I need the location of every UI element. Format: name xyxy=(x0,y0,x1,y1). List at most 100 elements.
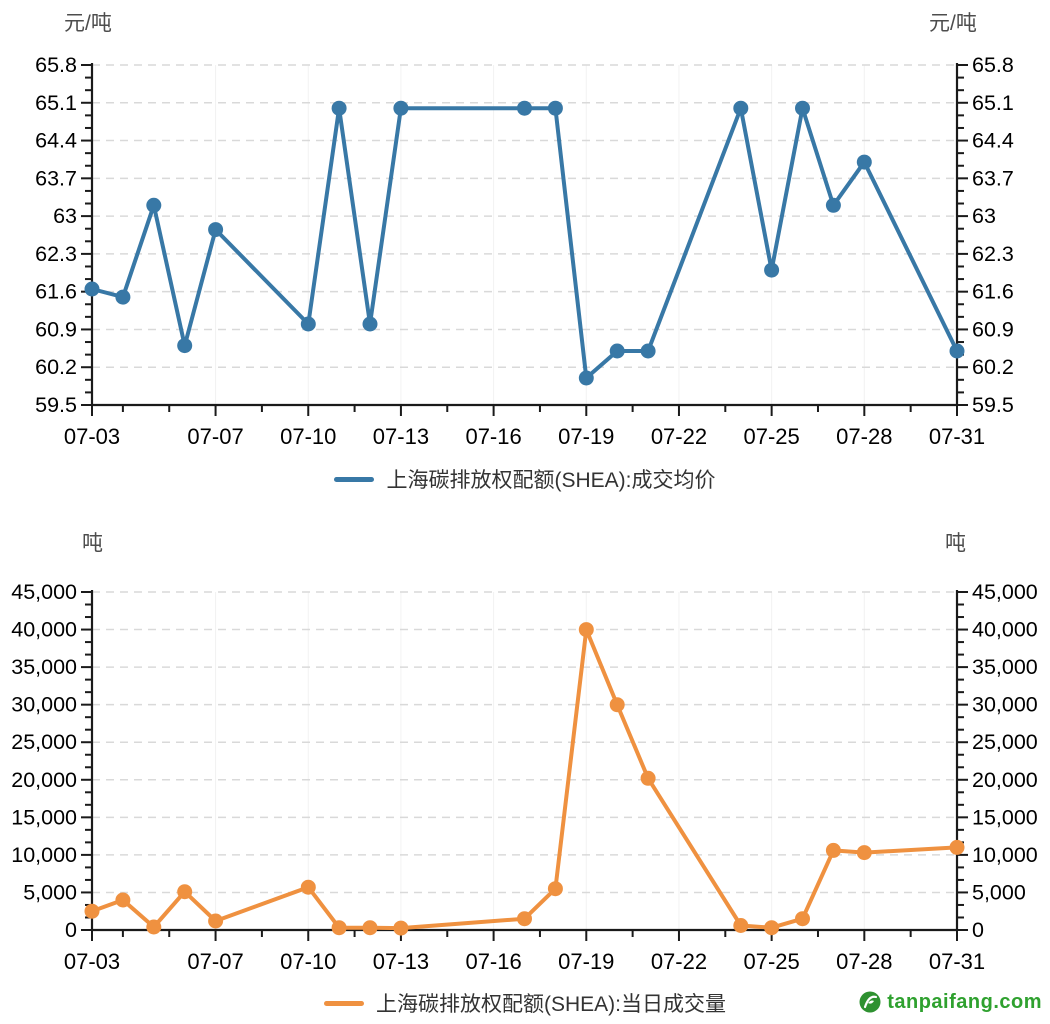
volume-unit-left: 吨 xyxy=(82,532,103,555)
data-point xyxy=(609,697,625,713)
data-point xyxy=(300,316,316,332)
y-axis-label-right: 63.7 xyxy=(972,166,1014,190)
y-axis-label-left: 40,000 xyxy=(11,618,77,642)
data-point xyxy=(362,920,378,936)
y-axis-label-right: 64.4 xyxy=(972,129,1014,153)
y-axis-label-left: 60.9 xyxy=(35,317,77,341)
data-point xyxy=(177,338,193,354)
y-axis-label-left: 65.8 xyxy=(35,53,77,77)
data-point xyxy=(795,911,810,927)
y-axis-label-left: 62.3 xyxy=(35,242,77,266)
y-axis-label-right: 25,000 xyxy=(972,730,1038,754)
x-axis-label: 07-31 xyxy=(929,949,985,974)
data-point xyxy=(825,197,841,213)
price-unit-left: 元/吨 xyxy=(64,12,112,35)
y-axis-label-right: 35,000 xyxy=(972,655,1038,679)
y-axis-label-right: 65.8 xyxy=(972,53,1014,77)
data-point xyxy=(84,281,100,297)
x-axis-label: 07-10 xyxy=(280,949,336,974)
y-axis-label-left: 35,000 xyxy=(11,655,77,679)
y-axis-label-left: 61.6 xyxy=(35,280,77,304)
data-point xyxy=(733,100,749,116)
data-point xyxy=(795,100,810,116)
y-axis-label-left: 45,000 xyxy=(11,580,77,604)
x-axis-label: 07-28 xyxy=(836,949,892,974)
price-legend: 上海碳排放权配额(SHEA):成交均价 xyxy=(0,464,1050,494)
x-axis-label: 07-22 xyxy=(651,424,707,449)
y-axis-label-right: 45,000 xyxy=(972,580,1038,604)
y-axis-label-left: 5,000 xyxy=(23,880,77,904)
data-point xyxy=(609,343,625,359)
data-point xyxy=(517,100,532,116)
y-axis-label-left: 65.1 xyxy=(35,91,77,115)
y-axis-label-left: 30,000 xyxy=(11,693,77,717)
x-axis-label: 07-19 xyxy=(558,949,614,974)
data-point xyxy=(331,920,347,936)
data-point xyxy=(640,343,656,359)
x-axis-label: 07-28 xyxy=(836,424,892,449)
data-point xyxy=(362,316,378,332)
y-axis-label-right: 10,000 xyxy=(972,843,1038,867)
x-axis-label: 07-03 xyxy=(64,424,120,449)
y-axis-label-right: 65.1 xyxy=(972,91,1014,115)
data-point xyxy=(208,222,224,238)
y-axis-label-left: 60.2 xyxy=(35,355,77,379)
y-axis-label-right: 60.2 xyxy=(972,355,1014,379)
y-axis-label-left: 59.5 xyxy=(35,393,77,417)
y-axis-label-right: 61.6 xyxy=(972,280,1014,304)
data-point xyxy=(764,920,780,936)
data-point xyxy=(764,262,780,278)
data-point xyxy=(393,920,409,936)
y-axis-label-right: 0 xyxy=(972,918,984,942)
x-axis-label: 07-31 xyxy=(929,424,985,449)
price-unit-right: 元/吨 xyxy=(929,12,977,35)
x-axis-label: 07-16 xyxy=(465,949,521,974)
x-axis-label: 07-13 xyxy=(373,949,429,974)
price-legend-label: 上海碳排放权配额(SHEA):成交均价 xyxy=(386,469,716,492)
data-point xyxy=(146,919,162,935)
y-axis-label-right: 15,000 xyxy=(972,805,1038,829)
x-axis-label: 07-13 xyxy=(373,424,429,449)
y-axis-label-left: 10,000 xyxy=(11,843,77,867)
data-point xyxy=(949,839,965,855)
data-point xyxy=(547,881,563,897)
price-legend-swatch xyxy=(334,476,375,482)
volume-line-chart: 45,000 45,000 40,000 40,000 35,000 35,000 30,0… xyxy=(11,580,1038,974)
x-axis-label: 07-16 xyxy=(465,424,521,449)
x-axis-label: 07-22 xyxy=(651,949,707,974)
site-logo: tanpaifang.com xyxy=(859,988,1042,1016)
y-axis-label-right: 63 xyxy=(972,204,996,228)
logo-text: tanpaifang.com xyxy=(887,990,1042,1013)
data-point xyxy=(146,197,162,213)
data-point xyxy=(115,892,131,908)
data-point xyxy=(578,370,594,386)
y-axis-label-right: 59.5 xyxy=(972,393,1014,417)
y-axis-label-left: 0 xyxy=(65,918,77,942)
data-point xyxy=(578,622,594,638)
y-axis-label-right: 60.9 xyxy=(972,317,1014,341)
x-axis-label: 07-07 xyxy=(187,424,243,449)
data-point xyxy=(300,879,316,895)
y-axis-label-right: 40,000 xyxy=(972,618,1038,642)
series-line xyxy=(90,106,959,380)
data-point xyxy=(733,918,749,933)
x-axis-label: 07-07 xyxy=(187,949,243,974)
data-point xyxy=(825,842,841,858)
volume-unit-right: 吨 xyxy=(945,532,966,555)
data-point xyxy=(177,884,193,900)
y-axis-label-right: 5,000 xyxy=(972,880,1026,904)
y-axis-label-left: 64.4 xyxy=(35,129,77,153)
x-axis-label: 07-19 xyxy=(558,424,614,449)
data-point xyxy=(115,289,131,305)
y-axis-label-right: 20,000 xyxy=(972,768,1038,792)
x-axis-label: 07-03 xyxy=(64,949,120,974)
volume-legend: 上海碳排放权配额(SHEA):当日成交量 xyxy=(0,988,1050,1018)
y-axis-label-left: 63.7 xyxy=(35,166,77,190)
volume-legend-swatch xyxy=(323,1000,364,1006)
data-point xyxy=(393,100,409,116)
data-point xyxy=(949,343,965,359)
data-point xyxy=(517,911,532,927)
volume-legend-label: 上海碳排放权配额(SHEA):当日成交量 xyxy=(375,993,726,1016)
data-point xyxy=(856,845,872,861)
x-axis-label: 07-25 xyxy=(744,949,800,974)
